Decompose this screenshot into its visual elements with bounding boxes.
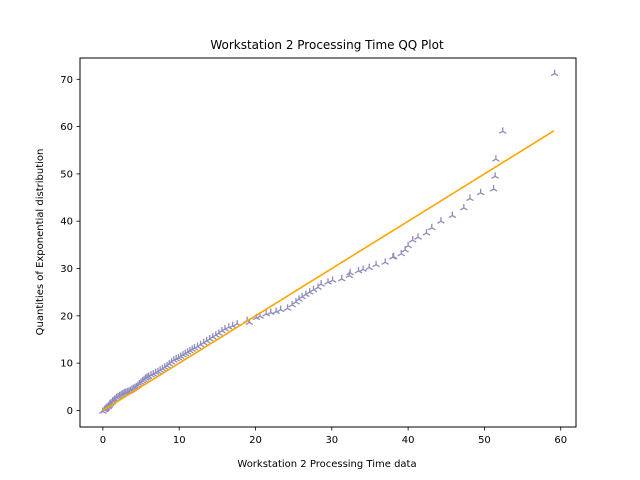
data-point: [309, 285, 318, 293]
data-point: [460, 203, 468, 211]
y-axis: 0 10 20 30 40 50 60 70: [60, 75, 80, 417]
y-tick-label: 0: [67, 406, 73, 417]
y-axis-label: Quantities of Exponential distribution: [35, 149, 46, 336]
x-tick-label: 60: [554, 435, 567, 446]
y-tick-label: 30: [60, 264, 73, 275]
data-point: [288, 300, 296, 308]
data-point: [422, 229, 431, 236]
data-point: [305, 288, 314, 295]
x-axis: 0 10 20 30 40 50 60: [100, 427, 567, 446]
y-tick-label: 70: [60, 75, 73, 86]
data-point: [337, 274, 346, 282]
data-point: [491, 172, 499, 179]
data-point: [408, 236, 417, 243]
data-point: [354, 266, 363, 274]
data-point: [492, 155, 500, 162]
data-point: [272, 307, 280, 315]
data-point: [404, 241, 412, 249]
x-tick-label: 30: [325, 435, 338, 446]
data-point: [397, 249, 406, 257]
x-tick-label: 50: [478, 435, 491, 446]
data-point: [550, 69, 559, 77]
x-tick-label: 20: [249, 435, 262, 446]
data-point: [466, 194, 474, 202]
data-point: [262, 309, 271, 317]
data-point: [476, 188, 485, 196]
data-point: [489, 185, 498, 192]
y-tick-label: 10: [60, 359, 73, 370]
x-tick-label: 10: [173, 435, 186, 446]
axes-frame: [79, 57, 577, 428]
y-tick-label: 60: [60, 122, 73, 133]
data-point: [448, 211, 457, 219]
data-point: [498, 127, 507, 134]
data-point: [389, 252, 398, 260]
data-point: [359, 265, 367, 273]
data-point: [302, 290, 310, 298]
data-point: [317, 280, 325, 287]
data-point: [328, 276, 337, 283]
data-point: [414, 233, 422, 240]
data-point: [437, 217, 445, 224]
data-point: [365, 263, 374, 271]
y-tick-label: 50: [60, 169, 73, 180]
data-point: [283, 304, 292, 311]
y-tick-label: 40: [60, 217, 73, 228]
x-tick-label: 0: [100, 435, 106, 446]
y-tick-label: 20: [60, 311, 73, 322]
data-point: [298, 292, 306, 300]
data-point: [266, 308, 275, 316]
data-point: [324, 278, 332, 285]
data-point: [346, 268, 354, 276]
plot-area: [99, 69, 559, 414]
x-tick-label: 40: [402, 435, 415, 446]
reference-line: [102, 130, 555, 412]
data-point: [276, 305, 285, 313]
x-axis-label: Workstation 2 Processing Time data: [237, 459, 416, 470]
data-point: [381, 258, 390, 265]
chart-title: Workstation 2 Processing Time QQ Plot: [210, 38, 444, 52]
data-point: [427, 223, 436, 231]
data-point: [372, 260, 380, 268]
